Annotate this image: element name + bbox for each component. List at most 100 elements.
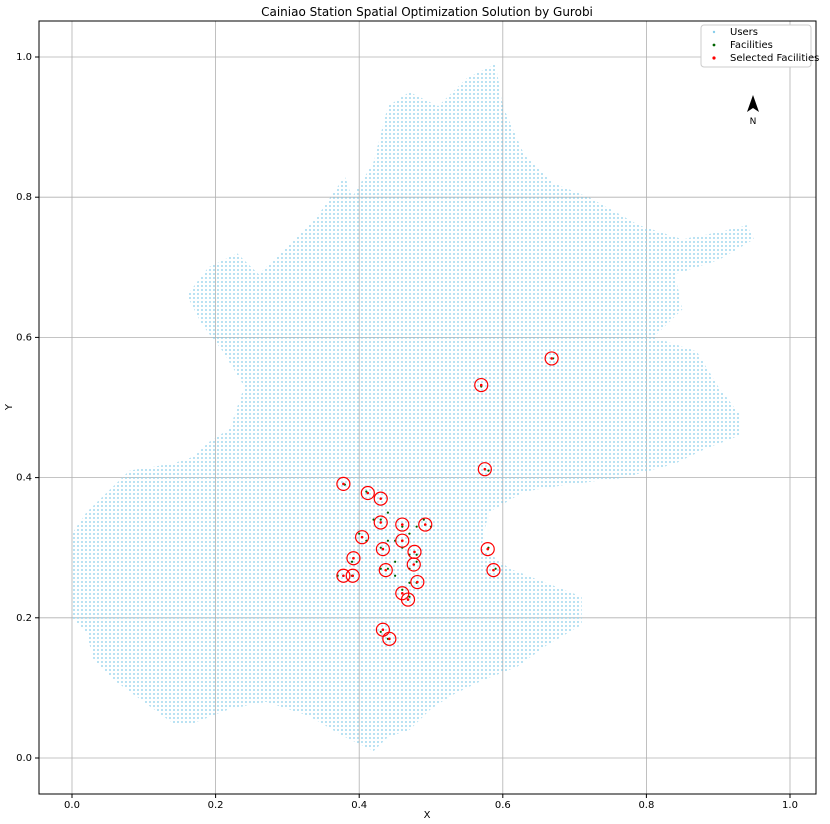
y-tick-label: 0.2 xyxy=(16,613,32,624)
facility-point xyxy=(401,525,404,528)
selected-facility-ring xyxy=(346,551,361,566)
selected-facility-point xyxy=(413,550,416,554)
selected-facility-point xyxy=(388,637,391,641)
facility-point xyxy=(379,546,382,549)
selected-facility-ring xyxy=(345,568,360,583)
x-tick-label: 0.2 xyxy=(208,800,224,811)
selected-facility-point xyxy=(381,547,385,551)
facility-point xyxy=(415,525,418,528)
selected-facility-ring xyxy=(382,631,397,646)
y-tick-label: 0.4 xyxy=(16,473,32,484)
facility-point xyxy=(358,532,361,535)
north-arrow-icon xyxy=(747,95,759,112)
x-tick-label: 0.6 xyxy=(495,800,511,811)
north-arrow: N xyxy=(747,95,759,127)
plot-frame xyxy=(38,20,817,795)
legend-label-selected: Selected Facilities xyxy=(730,53,819,64)
selected-facility-point xyxy=(342,482,345,486)
x-tick-label: 0.0 xyxy=(64,800,80,811)
selected-facility-point xyxy=(352,556,355,560)
selected-facility-ring xyxy=(544,351,559,366)
selected-facility-point xyxy=(406,598,410,601)
selected-facility-ring xyxy=(395,533,410,548)
facility-point xyxy=(487,469,490,472)
selected-facility-point xyxy=(423,523,427,526)
selected-facility-point xyxy=(412,563,416,566)
legend: Users Facilities Selected Facilities xyxy=(700,24,819,68)
facility-point xyxy=(386,539,390,542)
selected-facility-ring xyxy=(480,542,495,557)
selected-facility-point xyxy=(351,574,355,578)
selected-facility-ring xyxy=(400,592,416,607)
facility-point xyxy=(394,560,397,563)
users-region xyxy=(72,64,755,751)
x-axis-label: X xyxy=(424,810,431,821)
selected-facilities-series xyxy=(336,351,559,646)
legend-marker-selected xyxy=(712,56,716,60)
facility-point xyxy=(350,560,354,563)
selected-facility-point xyxy=(360,535,364,539)
selected-facility-point xyxy=(342,574,345,578)
selected-facility-point xyxy=(379,521,383,524)
legend-label-facilities: Facilities xyxy=(730,40,773,51)
y-axis-label: Y xyxy=(4,403,15,411)
selected-facility-ring xyxy=(373,515,388,530)
selected-facility-ring xyxy=(474,377,489,393)
users-series xyxy=(72,64,755,751)
y-tick-label: 0.8 xyxy=(16,192,32,203)
selected-facility-point xyxy=(379,497,383,500)
y-tick-label: 0.6 xyxy=(16,332,32,343)
facility-point xyxy=(408,595,411,598)
y-tick-label: 0.0 xyxy=(16,753,32,764)
selected-facility-point xyxy=(483,467,487,471)
axis-ticks: 0.0 0.2 0.4 0.6 0.8 1.0 0.0 0.2 0.4 0.6 0.8 1.0 xyxy=(16,52,798,811)
selected-facility-point xyxy=(384,568,388,572)
selected-facility-point xyxy=(381,628,385,632)
facility-point xyxy=(415,553,418,556)
facility-point xyxy=(379,630,382,633)
facility-point xyxy=(415,560,418,563)
selected-facility-ring xyxy=(418,517,433,532)
legend-label-users: Users xyxy=(730,27,758,38)
facility-point xyxy=(386,567,390,570)
selected-facility-ring xyxy=(477,462,492,477)
legend-marker-facilities xyxy=(712,43,716,47)
selected-facility-ring xyxy=(354,530,370,545)
selected-facility-point xyxy=(479,383,483,387)
selected-facility-point xyxy=(366,491,370,495)
selected-facility-ring xyxy=(378,563,393,578)
selected-facility-ring xyxy=(395,517,410,532)
selected-facility-point xyxy=(416,580,419,584)
x-tick-label: 0.8 xyxy=(638,800,654,811)
selected-facility-ring xyxy=(486,563,501,578)
selected-facility-ring xyxy=(360,485,375,501)
facility-point xyxy=(379,567,382,570)
selected-facility-point xyxy=(400,523,404,526)
facility-point xyxy=(379,518,382,521)
selected-facility-ring xyxy=(406,557,421,572)
selected-facility-point xyxy=(550,357,553,360)
facility-point xyxy=(422,518,425,521)
north-arrow-label: N xyxy=(750,117,757,127)
facility-point xyxy=(408,532,411,535)
selected-facility-ring xyxy=(375,542,390,557)
selected-facility-ring xyxy=(336,568,351,583)
x-tick-label: 0.4 xyxy=(351,800,367,811)
selected-facility-point xyxy=(400,591,404,595)
x-tick-label: 1.0 xyxy=(782,800,798,811)
facility-point xyxy=(408,581,411,584)
facility-point xyxy=(401,588,404,591)
selected-facility-point xyxy=(492,568,495,572)
facility-point xyxy=(386,511,390,514)
legend-marker-users xyxy=(712,30,716,34)
selected-facility-ring xyxy=(373,491,388,506)
selected-facility-point xyxy=(400,539,404,542)
selected-facility-ring xyxy=(336,476,351,492)
selected-facility-ring xyxy=(410,574,425,590)
chart-title: Cainiao Station Spatial Optimization Sol… xyxy=(261,5,593,19)
facility-point xyxy=(394,574,397,577)
selected-facility-point xyxy=(486,547,490,551)
y-tick-label: 1.0 xyxy=(16,52,32,63)
facility-point xyxy=(494,567,497,570)
